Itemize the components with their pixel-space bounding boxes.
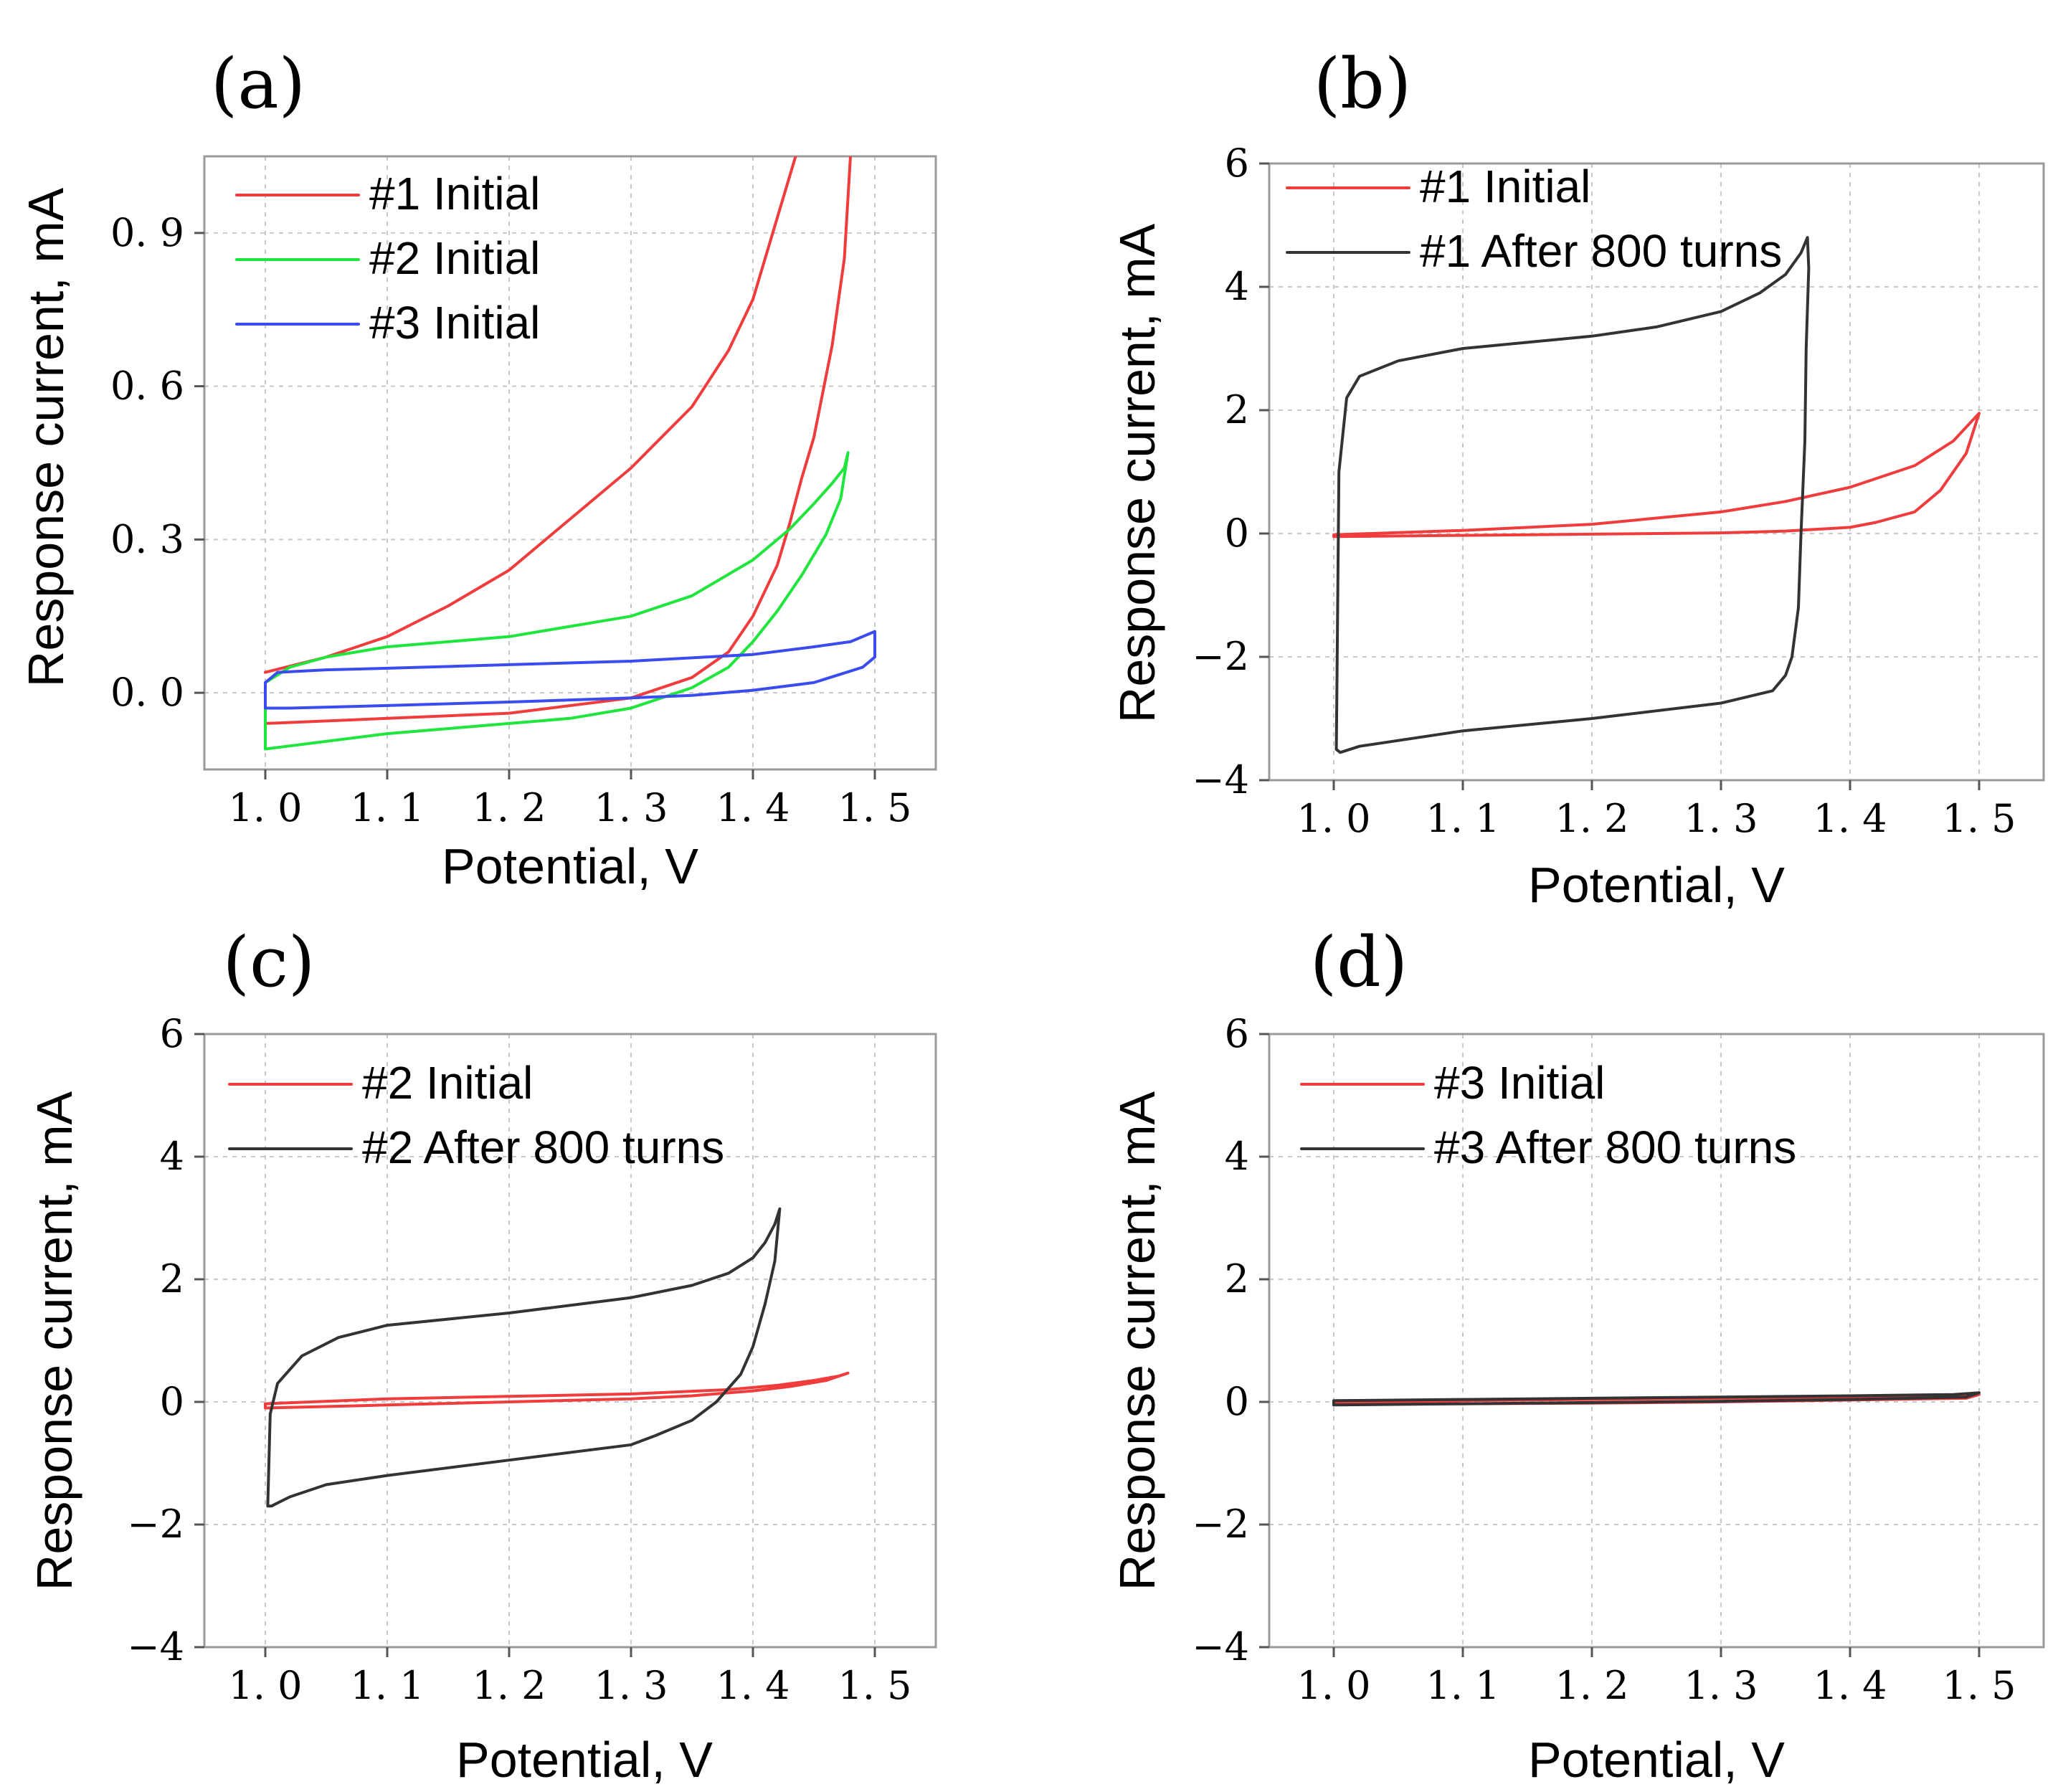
legend-label-2: #1 After 800 turns: [1420, 225, 1782, 277]
y-tick-label: 6: [1225, 1011, 1249, 1056]
x-axis-title: Potential, V: [456, 1732, 713, 1788]
legend-label-1: #3 Initial: [1434, 1057, 1605, 1109]
y-tick-label: 4: [1225, 1134, 1249, 1179]
x-tick-label: 1. 0: [228, 785, 302, 830]
x-tick-label: 1. 4: [716, 785, 789, 830]
y-tick-label: −4: [127, 1624, 184, 1669]
x-tick-label: 1. 4: [1813, 796, 1887, 841]
y-tick-label: −4: [1192, 1624, 1249, 1669]
series-line-1: [1332, 412, 1981, 539]
y-tick-label: 0. 0: [110, 670, 184, 715]
y-tick-label: 0: [160, 1379, 184, 1424]
panel-label: (c): [223, 922, 316, 1002]
x-axis-title: Potential, V: [1528, 1732, 1785, 1788]
y-tick-label: 2: [160, 1256, 184, 1302]
legend-label-2: #2 Initial: [369, 232, 540, 284]
panel-d: 1. 0 1. 1 1. 2 1. 3 1. 4 1. 5 −4 −2 0 2 4 6 (d) Poten…: [1109, 922, 2045, 1788]
panel-a: 1. 0 1. 1 1. 2 1. 3 1. 4 1. 5 0. 0 0. 3 0. 6 0. 9…: [18, 44, 937, 894]
x-tick-label: 1. 5: [838, 785, 911, 830]
x-tick-label: 1. 5: [1942, 1663, 2016, 1708]
y-tick-label: 4: [1225, 264, 1249, 309]
y-axis-title: Response current, mA: [1109, 1091, 1165, 1590]
plot-frame: [1268, 162, 2045, 782]
x-tick-label: 1. 0: [228, 1663, 302, 1708]
legend-label-3: #3 Initial: [369, 297, 540, 349]
series-line-2: [264, 451, 850, 751]
x-tick-label: 1. 4: [1813, 1663, 1887, 1708]
x-tick-label: 1. 4: [716, 1663, 789, 1708]
y-tick-label: 0. 9: [110, 210, 184, 255]
x-tick-label: 1. 5: [838, 1663, 911, 1708]
y-tick-label: −2: [1192, 1502, 1249, 1547]
legend-label-2: #3 After 800 turns: [1434, 1122, 1796, 1173]
y-tick-label: −2: [127, 1502, 184, 1547]
x-tick-label: 1. 2: [1555, 1663, 1628, 1708]
panel-c: 1. 0 1. 1 1. 2 1. 3 1. 4 1. 5 −4 −2 0 2 4 6 (c) Poten…: [27, 922, 937, 1788]
x-tick-label: 1. 3: [1684, 1663, 1758, 1708]
legend-label-2: #2 After 800 turns: [362, 1122, 724, 1173]
y-tick-label: 2: [1225, 387, 1249, 432]
x-tick-label: 1. 1: [350, 1663, 424, 1708]
x-tick-label: 1. 3: [594, 785, 668, 830]
x-tick-label: 1. 2: [472, 1663, 546, 1708]
x-tick-label: 1. 2: [1555, 796, 1628, 841]
x-axis-title: Potential, V: [1528, 857, 1785, 913]
panel-label: (b): [1314, 44, 1411, 124]
y-tick-label: 0: [1225, 511, 1249, 556]
legend-label-1: #1 Initial: [369, 168, 540, 219]
y-axis-title: Response current, mA: [1109, 223, 1165, 723]
y-tick-label: 6: [160, 1011, 184, 1056]
series-line-1: [264, 1371, 850, 1410]
series-line-2: [266, 1207, 782, 1508]
y-tick-label: −2: [1192, 634, 1249, 679]
series-line-2: [1334, 236, 1811, 754]
y-tick-label: 4: [160, 1134, 184, 1179]
y-tick-label: 0. 6: [110, 364, 184, 409]
plot-frame: [1268, 1033, 2045, 1649]
y-axis-title: Response current, mA: [27, 1091, 82, 1590]
y-tick-label: 0. 3: [110, 516, 184, 561]
y-tick-label: 2: [1225, 1256, 1249, 1302]
panel-label: (a): [211, 44, 305, 124]
y-tick-label: 0: [1225, 1379, 1249, 1424]
y-axis-title: Response current, mA: [18, 187, 74, 687]
x-tick-label: 1. 0: [1296, 796, 1370, 841]
x-tick-label: 1. 1: [1426, 796, 1499, 841]
x-axis-title: Potential, V: [442, 838, 698, 894]
panel-label: (d): [1310, 922, 1408, 1002]
x-tick-label: 1. 0: [1296, 1663, 1370, 1708]
y-tick-label: 6: [1225, 141, 1249, 186]
legend-label-1: #1 Initial: [1420, 161, 1590, 212]
x-tick-label: 1. 1: [1426, 1663, 1499, 1708]
panel-b: 1. 0 1. 1 1. 2 1. 3 1. 4 1. 5 −4 −2 0 2 4 6 (b) Poten…: [1109, 44, 2045, 913]
legend-label-1: #2 Initial: [362, 1057, 533, 1109]
y-tick-label: −4: [1192, 757, 1249, 802]
series-line-1: [264, 156, 852, 725]
x-tick-label: 1. 3: [594, 1663, 668, 1708]
series-line-3: [264, 630, 876, 710]
plot-frame: [203, 1033, 937, 1649]
x-tick-label: 1. 3: [1684, 796, 1758, 841]
x-tick-label: 1. 5: [1942, 796, 2016, 841]
plot-frame: [203, 155, 937, 771]
x-tick-label: 1. 1: [350, 785, 424, 830]
x-tick-label: 1. 2: [472, 785, 546, 830]
series-line-2: [1332, 1391, 1981, 1407]
